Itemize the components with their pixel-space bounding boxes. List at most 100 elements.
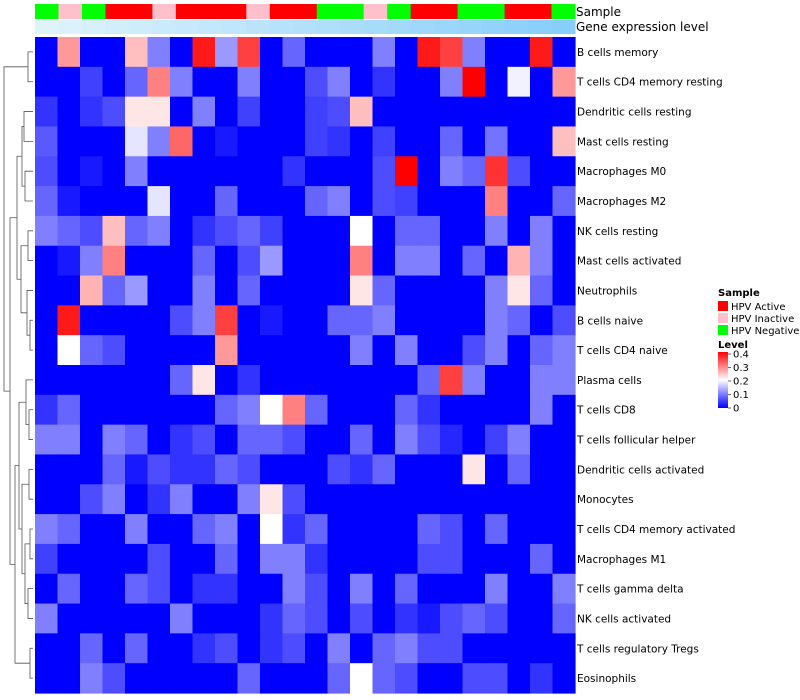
heatmap-cell-neutrophils-col-18 xyxy=(417,275,441,306)
dendrogram-branch-13 xyxy=(21,126,25,187)
level-tick-label-2: 0.2 xyxy=(733,377,749,388)
heatmap-cell-t-cells-follicular-helper-col-5 xyxy=(125,424,149,456)
heatmap-cell-mast-cells-resting-col-12 xyxy=(282,126,306,157)
heatmap-cell-t-cells-gamma-delta-col-5 xyxy=(125,573,149,605)
heatmap-cell-monocytes-col-1 xyxy=(35,484,59,515)
heatmap-cell-mast-cells-activated-col-18 xyxy=(417,245,441,277)
expression-annotation-4 xyxy=(105,20,130,34)
heatmap-cell-t-cells-gamma-delta-col-16 xyxy=(372,573,396,605)
row-dendrogram xyxy=(3,51,33,679)
heatmap-cell-t-cells-cd4-memory-activated-col-22 xyxy=(507,514,531,545)
heatmap-cell-t-cells-cd4-naive-col-23 xyxy=(530,335,554,366)
heatmap-cell-t-cells-cd4-naive-col-10 xyxy=(237,335,261,366)
heatmap-cell-macrophages-m1-col-21 xyxy=(485,543,509,575)
heatmap-cell-mast-cells-resting-col-6 xyxy=(147,126,171,157)
heatmap-cell-b-cells-memory-col-24 xyxy=(552,37,576,68)
expression-annotation-12 xyxy=(293,20,318,34)
heatmap-cell-t-cells-follicular-helper-col-18 xyxy=(417,424,441,456)
heatmap-cell-mast-cells-activated-col-4 xyxy=(102,245,126,277)
heatmap-cell-b-cells-memory-col-7 xyxy=(170,37,194,68)
heatmap-cell-plasma-cells-col-16 xyxy=(372,365,396,396)
heatmap-cell-macrophages-m2-col-3 xyxy=(80,186,104,217)
heatmap-cell-t-cells-cd8-col-14 xyxy=(327,394,351,426)
heatmap-cell-macrophages-m2-col-6 xyxy=(147,186,171,217)
sample-annotation-15 xyxy=(363,4,388,19)
heatmap-cell-dendritic-cells-resting-col-6 xyxy=(147,96,171,128)
heatmap-cell-t-cells-follicular-helper-col-1 xyxy=(35,424,59,456)
heatmap-cell-macrophages-m0-col-24 xyxy=(552,156,576,187)
heatmap-cell-monocytes-col-4 xyxy=(102,484,126,515)
heatmap-cell-macrophages-m0-col-7 xyxy=(170,156,194,187)
dendrogram-branch-4 xyxy=(27,230,33,262)
heatmap-cell-macrophages-m1-col-11 xyxy=(260,543,284,575)
heatmap-cell-eosinophils-col-20 xyxy=(462,663,486,694)
heatmap-cell-macrophages-m0-col-16 xyxy=(372,156,396,187)
heatmap-cell-t-cells-cd4-naive-col-21 xyxy=(485,335,509,366)
heatmap-cell-eosinophils-col-2 xyxy=(57,663,81,694)
heatmap-cell-macrophages-m2-col-20 xyxy=(462,186,486,217)
heatmap-cell-t-cells-gamma-delta-col-1 xyxy=(35,573,59,605)
heatmap-cell-t-cells-cd4-memory-resting-col-9 xyxy=(215,66,239,98)
heatmap-cell-macrophages-m2-col-4 xyxy=(102,186,126,217)
heatmap-cell-b-cells-memory-col-4 xyxy=(102,37,126,68)
heatmap-cell-t-cells-gamma-delta-col-14 xyxy=(327,573,351,605)
heatmap-cell-dendritic-cells-resting-col-16 xyxy=(372,96,396,128)
heatmap-cell-t-cells-cd4-memory-activated-col-1 xyxy=(35,514,59,545)
level-tick-label-3: 0.1 xyxy=(733,390,749,401)
heatmap-cell-plasma-cells-col-14 xyxy=(327,365,351,396)
row-label-neutrophils: Neutrophils xyxy=(577,285,637,297)
dendrogram-branch-12 xyxy=(25,379,33,426)
heatmap-cell-macrophages-m2-col-19 xyxy=(440,186,464,217)
heatmap-cell-neutrophils-col-12 xyxy=(282,275,306,306)
level-tick-label-0: 0.4 xyxy=(733,350,749,361)
heatmap-cell-dendritic-cells-resting-col-22 xyxy=(507,96,531,128)
heatmap-cell-macrophages-m2-col-15 xyxy=(350,186,374,217)
heatmap-cell-t-cells-cd4-naive-col-9 xyxy=(215,335,239,366)
dendrogram-branch-16 xyxy=(21,483,29,575)
heatmap-cell-nk-cells-activated-col-18 xyxy=(417,603,441,634)
heatmap-cell-macrophages-m2-col-8 xyxy=(192,186,216,217)
heatmap-cell-mast-cells-activated-col-5 xyxy=(125,245,149,277)
heatmap-cell-b-cells-naive-col-17 xyxy=(395,305,419,336)
heatmap-cell-b-cells-naive-col-10 xyxy=(237,305,261,336)
heatmap-cell-eosinophils-col-16 xyxy=(372,663,396,694)
expression-annotation-6 xyxy=(152,20,177,34)
row-label-b-cells-naive: B cells naive xyxy=(577,315,643,327)
heatmap-cell-macrophages-m1-col-1 xyxy=(35,543,59,575)
heatmap-cell-dendritic-cells-activated-col-17 xyxy=(395,454,419,485)
heatmap-cell-plasma-cells-col-6 xyxy=(147,365,171,396)
heatmap-cell-t-cells-follicular-helper-col-9 xyxy=(215,424,239,456)
heatmap-cell-eosinophils-col-11 xyxy=(260,663,284,694)
heatmap-cell-macrophages-m0-col-1 xyxy=(35,156,59,187)
heatmap-cells xyxy=(35,37,576,694)
heatmap-cell-mast-cells-resting-col-19 xyxy=(440,126,464,157)
heatmap-cell-t-cells-cd4-memory-resting-col-21 xyxy=(485,66,509,98)
legend-label-hpv-active: HPV Active xyxy=(731,302,786,313)
heatmap-cell-nk-cells-resting-col-15 xyxy=(350,215,374,247)
heatmap-cell-b-cells-naive-col-6 xyxy=(147,305,171,336)
heatmap-cell-dendritic-cells-resting-col-19 xyxy=(440,96,464,128)
heatmap-cell-dendritic-cells-resting-col-11 xyxy=(260,96,284,128)
heatmap-cell-mast-cells-activated-col-15 xyxy=(350,245,374,277)
heatmap-cell-t-cells-cd8-col-2 xyxy=(57,394,81,426)
heatmap-cell-t-cells-cd4-naive-col-1 xyxy=(35,335,59,366)
heatmap-cell-t-cells-regulatory-tregs-col-2 xyxy=(57,633,81,664)
heatmap-cell-nk-cells-resting-col-6 xyxy=(147,215,171,247)
heatmap-cell-t-cells-cd4-memory-resting-col-19 xyxy=(440,66,464,98)
heatmap-cell-t-cells-cd4-memory-resting-col-4 xyxy=(102,66,126,98)
heatmap-cell-mast-cells-resting-col-11 xyxy=(260,126,284,157)
heatmap-cell-eosinophils-col-13 xyxy=(305,663,329,694)
heatmap-cell-t-cells-regulatory-tregs-col-4 xyxy=(102,633,126,664)
row-label-nk-cells-activated: NK cells activated xyxy=(577,613,671,625)
dendrogram-branch-8 xyxy=(29,528,33,560)
expression-annotation-5 xyxy=(128,20,153,34)
heatmap-cell-mast-cells-resting-col-3 xyxy=(80,126,104,157)
heatmap-cell-plasma-cells-col-11 xyxy=(260,365,284,396)
expression-annotation-1 xyxy=(35,20,59,34)
heatmap-cell-macrophages-m2-col-16 xyxy=(372,186,396,217)
heatmap-cell-eosinophils-col-4 xyxy=(102,663,126,694)
heatmap-cell-t-cells-cd4-memory-activated-col-21 xyxy=(485,514,509,545)
column-annotation-bars xyxy=(35,4,576,34)
heatmap-cell-b-cells-naive-col-15 xyxy=(350,305,374,336)
heatmap-cell-dendritic-cells-resting-col-3 xyxy=(80,96,104,128)
